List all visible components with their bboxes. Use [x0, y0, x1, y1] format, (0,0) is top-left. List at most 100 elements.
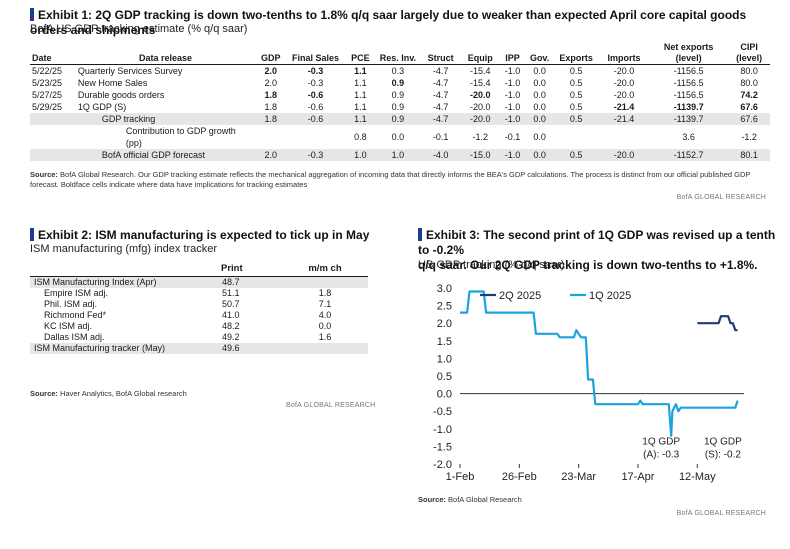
- value-cell: -1.2: [472, 132, 488, 142]
- source-label: Source:: [30, 389, 58, 398]
- value-cell: 1.1: [354, 66, 367, 76]
- table-row: 5/23/25 New Home Sales 2.0 -0.3 1.1 0.9 -4.7 -1…: [30, 77, 770, 89]
- value-cell: 0.8: [354, 132, 367, 142]
- col-header-line: (level): [736, 53, 763, 63]
- col-header: Data release: [75, 42, 256, 65]
- table-row: Empire ISM adj. 51.1 1.8: [30, 288, 368, 299]
- date-cell: 5/29/25: [32, 102, 63, 112]
- value-cell: -21.4: [613, 102, 635, 112]
- value-cell: -20.0: [613, 78, 635, 88]
- value-cell: -1139.7: [673, 102, 704, 112]
- col-header: GDP: [255, 42, 287, 65]
- value-cell: -20.0: [613, 66, 635, 76]
- value-cell: -4.7: [432, 102, 449, 112]
- value-cell: 1.1: [354, 78, 367, 88]
- exhibit3-title: Exhibit 3: The second print of 1Q GDP wa…: [418, 228, 778, 273]
- exhibit2-title-text: Exhibit 2: ISM manufacturing is expected…: [38, 228, 370, 242]
- value-cell: 0.0: [391, 132, 405, 142]
- ism-label-cell: KC ISM adj.: [44, 321, 93, 331]
- exhibit3-title-text: Exhibit 3: The second print of 1Q GDP wa…: [418, 228, 776, 257]
- value-cell: -1.0: [498, 149, 527, 161]
- value-cell: -4.7: [432, 78, 449, 88]
- value-cell: -0.3: [307, 66, 324, 76]
- col-header: Equip: [461, 42, 499, 65]
- col-header: Date: [30, 42, 76, 65]
- col-header: Exports: [553, 42, 599, 65]
- table-row: Phil. ISM adj. 50.7 7.1: [30, 299, 368, 310]
- value-cell: 0.5: [569, 78, 583, 88]
- value-cell: -1152.7: [649, 149, 729, 161]
- exhibit2-title: Exhibit 2: ISM manufacturing is expected…: [30, 228, 369, 243]
- date-cell: 5/23/25: [32, 78, 63, 88]
- date-cell: 5/22/25: [32, 66, 63, 76]
- col-header: IPP: [498, 42, 527, 65]
- value-cell: 0.0: [533, 132, 546, 142]
- table-row: Dallas ISM adj. 49.2 1.6: [30, 332, 368, 343]
- annotation-label: (A): -0.3: [643, 450, 680, 461]
- col-header: [30, 262, 220, 277]
- value-cell: -15.0: [461, 149, 499, 161]
- ism-label-cell: Dallas ISM adj.: [44, 332, 105, 342]
- series-line-q2-2025: [697, 315, 738, 332]
- col-header: m/m ch: [282, 262, 368, 277]
- value-cell: -0.6: [286, 113, 345, 125]
- value-cell: [286, 125, 344, 149]
- col-header-net-exports: Net exports (level): [649, 42, 729, 65]
- value-cell: -15.4: [469, 66, 491, 76]
- table-row: GDP tracking 1.8 -0.6 1.1 0.9 -4.7 -20.0 -1.0 0.…: [30, 113, 770, 125]
- release-cell: Durable goods orders: [77, 90, 165, 100]
- value-cell: 0.9: [391, 78, 405, 88]
- value-cell: 0.0: [526, 113, 554, 125]
- legend-label: 2Q 2025: [499, 290, 541, 302]
- exhibit1-subtitle: BofA US GDP tracking estimate (% q/q saa…: [30, 23, 248, 35]
- value-cell: 2.0: [264, 66, 277, 76]
- y-tick-label: 2.5: [437, 301, 452, 313]
- y-tick-label: -1.5: [433, 441, 452, 453]
- ism-print-cell: 49.2: [222, 332, 240, 342]
- ism-mm-cell: [282, 276, 368, 288]
- y-tick-label: -0.5: [433, 406, 452, 418]
- value-cell: 0.9: [376, 113, 420, 125]
- value-cell: 80.0: [740, 66, 758, 76]
- y-tick-label: 0.0: [437, 389, 452, 401]
- x-tick-label: 26-Feb: [502, 471, 537, 483]
- col-header: Imports: [599, 42, 650, 65]
- release-cell: New Home Sales: [77, 78, 148, 88]
- value-cell: -21.4: [599, 113, 650, 125]
- value-cell: -4.7: [419, 113, 462, 125]
- x-tick-label: 17-Apr: [621, 471, 654, 483]
- table-row: Richmond Fed* 41.0 4.0: [30, 310, 368, 321]
- value-cell: 0.5: [569, 90, 583, 100]
- table-row: 5/27/25 Durable goods orders 1.8 -0.6 1.1 0.9…: [30, 89, 770, 101]
- exhibit1-accent-bar: [30, 8, 34, 21]
- value-cell: [553, 125, 599, 149]
- value-cell: -0.1: [504, 132, 521, 142]
- ism-print-cell: 49.6: [220, 343, 282, 354]
- value-cell: 0.5: [569, 102, 583, 112]
- value-cell: 67.6: [740, 102, 758, 112]
- ism-table-header: Print m/m ch: [30, 262, 368, 277]
- value-cell: 1.0: [376, 149, 420, 161]
- value-cell: 0.5: [553, 149, 599, 161]
- value-cell: -1.0: [504, 78, 521, 88]
- ism-mm-cell: 1.6: [318, 332, 332, 342]
- ism-label-cell: Richmond Fed*: [44, 310, 107, 320]
- col-header: Print: [220, 262, 282, 277]
- value-cell: -0.6: [307, 102, 324, 112]
- y-tick-label: 3.0: [437, 283, 452, 295]
- date-cell: [30, 113, 76, 125]
- source-text: BofA Global Research: [448, 495, 522, 504]
- ism-label-cell: ISM Manufacturing tracker (May): [30, 343, 220, 354]
- ism-label-cell: Empire ISM adj.: [44, 288, 109, 298]
- exhibit3-source: Source: BofA Global Research: [418, 495, 522, 505]
- x-tick-label: 12-May: [679, 471, 716, 483]
- date-cell: [30, 125, 76, 149]
- gdp-tracking-line-chart: 3.0 2.5 2.0 1.5 1.0 0.5 0.0 -0.5 -1.0 -1.5 -2.01-F…: [433, 283, 744, 483]
- y-tick-label: -2.0: [433, 459, 452, 471]
- value-cell: 1.1: [354, 102, 367, 112]
- table-row: Contribution to GDP growth (pp) 0.8 0.0 -0.…: [30, 125, 770, 149]
- value-cell: [255, 125, 286, 149]
- value-cell: 1.1: [344, 113, 376, 125]
- exhibit3-brand: BofA GLOBAL RESEARCH: [676, 510, 766, 517]
- value-cell: -1156.5: [673, 90, 704, 100]
